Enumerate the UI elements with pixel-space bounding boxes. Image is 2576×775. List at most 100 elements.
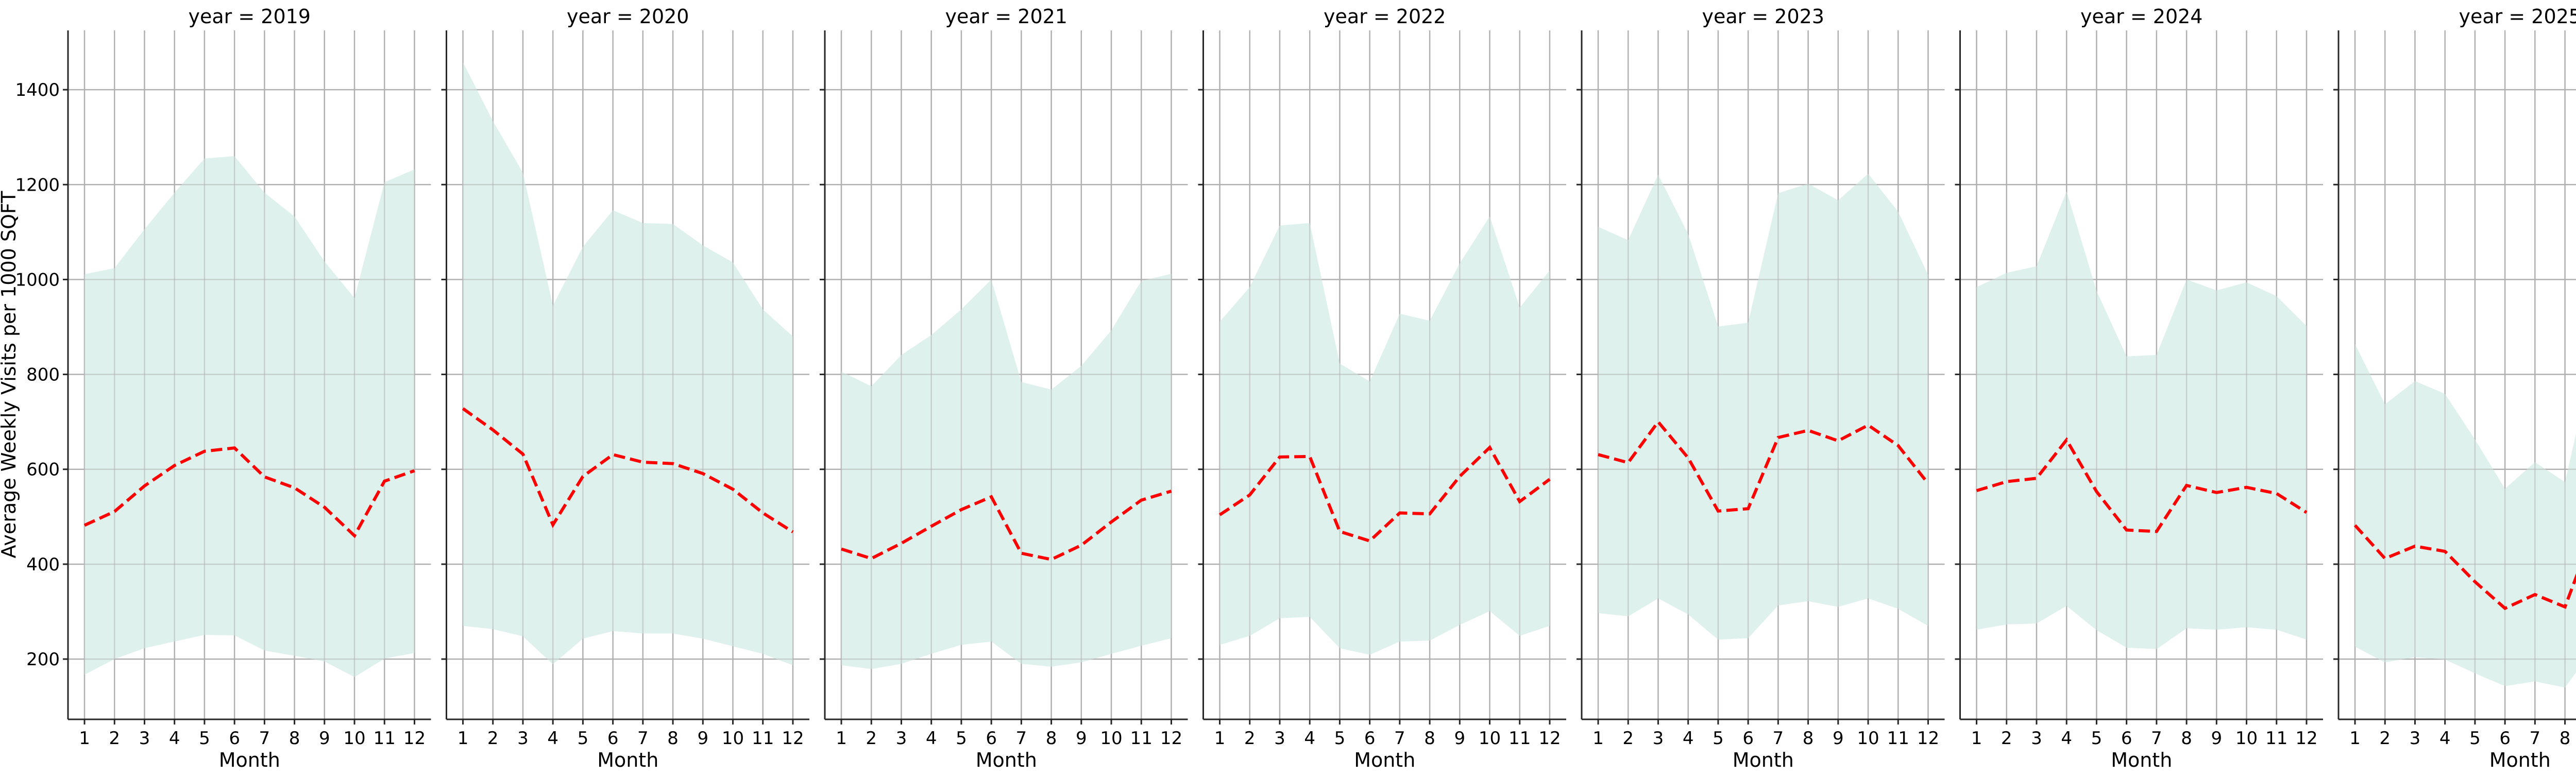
percentile-band: [1219, 216, 1550, 655]
x-tick-label: 5: [2091, 728, 2103, 749]
x-tick-label: 3: [896, 728, 907, 749]
x-tick-label: 12: [1538, 728, 1561, 749]
x-tick-label: 9: [1833, 728, 1844, 749]
x-tick-label: 8: [667, 728, 679, 749]
x-tick-label: 3: [517, 728, 529, 749]
x-tick-label: 11: [752, 728, 774, 749]
x-tick-label: 2: [487, 728, 499, 749]
x-tick-label: 6: [2499, 728, 2511, 749]
median-line: [2353, 524, 2576, 611]
x-tick-label: 5: [956, 728, 967, 749]
x-axis-label: Month: [2489, 749, 2551, 771]
x-axis-label: Month: [219, 749, 280, 771]
x-tick-label: 11: [1130, 728, 1153, 749]
y-tick-label: 400: [26, 554, 60, 575]
x-tick-label: 3: [2410, 728, 2421, 749]
median-line: [462, 407, 794, 533]
x-tick-label: 3: [1274, 728, 1285, 749]
x-tick-label: 5: [578, 728, 589, 749]
x-tick-label: 6: [607, 728, 619, 749]
x-tick-label: 2: [2379, 728, 2391, 749]
x-tick-label: 3: [139, 728, 150, 749]
x-tick-label: 10: [1857, 728, 1879, 749]
percentile-band: [841, 274, 1172, 669]
x-axis-label: Month: [597, 749, 658, 771]
x-tick-label: 1: [1214, 728, 1226, 749]
x-axis-label: Month: [2111, 749, 2172, 771]
x-tick-label: 4: [547, 728, 558, 749]
x-tick-label: 10: [1100, 728, 1122, 749]
x-tick-label: 4: [926, 728, 937, 749]
x-tick-label: 1: [2349, 728, 2361, 749]
x-tick-label: 7: [1016, 728, 1027, 749]
x-tick-label: 9: [2211, 728, 2222, 749]
facet-title: year = 2021: [945, 5, 1067, 28]
median-line: [83, 446, 415, 538]
x-tick-label: 6: [229, 728, 240, 749]
y-axis-label: Average Weekly Visits per 1000 SQFT: [0, 191, 20, 558]
x-tick-label: 5: [1713, 728, 1724, 749]
x-tick-label: 2: [1622, 728, 1634, 749]
x-tick-label: 4: [2061, 728, 2072, 749]
y-tick-label: 1000: [15, 269, 60, 290]
y-tick-label: 200: [26, 649, 60, 670]
x-tick-label: 9: [1454, 728, 1465, 749]
x-tick-label: 4: [1683, 728, 1694, 749]
x-tick-label: 4: [1304, 728, 1315, 749]
x-tick-label: 8: [2181, 728, 2192, 749]
x-tick-label: 7: [1773, 728, 1784, 749]
facet-title: year = 2023: [1702, 5, 1824, 28]
x-tick-label: 6: [1364, 728, 1376, 749]
x-tick-label: 7: [637, 728, 649, 749]
x-tick-label: 12: [1917, 728, 1939, 749]
x-tick-label: 2: [109, 728, 120, 749]
x-tick-label: 5: [199, 728, 210, 749]
x-tick-label: 6: [986, 728, 997, 749]
x-tick-label: 4: [2439, 728, 2451, 749]
x-tick-label: 11: [374, 728, 396, 749]
y-tick-label: 800: [26, 365, 60, 385]
x-tick-label: 11: [2265, 728, 2287, 749]
x-tick-label: 8: [1046, 728, 1057, 749]
x-axis-label: Month: [1733, 749, 1794, 771]
x-axis-label: Month: [976, 749, 1037, 771]
median-line: [1976, 437, 2308, 533]
x-tick-label: 11: [1509, 728, 1531, 749]
x-tick-label: 9: [319, 728, 330, 749]
x-tick-label: 7: [259, 728, 270, 749]
x-tick-label: 1: [79, 728, 90, 749]
percentile-band: [84, 156, 415, 678]
y-tick-label: 600: [26, 460, 60, 480]
x-tick-label: 5: [1334, 728, 1346, 749]
x-tick-label: 8: [1424, 728, 1435, 749]
x-tick-label: 3: [2031, 728, 2042, 749]
percentile-band: [463, 62, 793, 666]
x-tick-label: 6: [1742, 728, 1754, 749]
median-line: [841, 490, 1172, 561]
facet-title: year = 2020: [567, 5, 689, 28]
x-tick-label: 10: [722, 728, 744, 749]
percentile-band: [1598, 174, 1928, 640]
x-tick-label: 5: [2469, 728, 2481, 749]
median-line: [1598, 419, 1929, 513]
facet-title: year = 2025: [2459, 5, 2576, 28]
x-tick-label: 9: [697, 728, 708, 749]
x-tick-label: 12: [782, 728, 804, 749]
x-tick-label: 2: [1244, 728, 1256, 749]
x-tick-label: 12: [403, 728, 426, 749]
x-tick-label: 10: [343, 728, 365, 749]
x-tick-label: 10: [2235, 728, 2258, 749]
x-tick-label: 7: [2151, 728, 2162, 749]
x-tick-label: 2: [2001, 728, 2012, 749]
median-line: [1218, 445, 1551, 543]
percentile-band: [1976, 191, 2307, 649]
x-tick-label: 11: [1887, 728, 1909, 749]
